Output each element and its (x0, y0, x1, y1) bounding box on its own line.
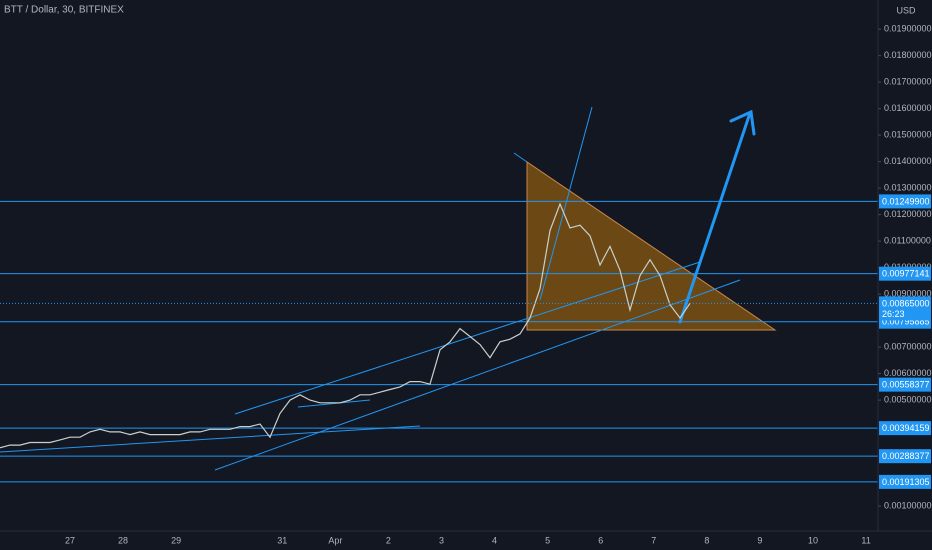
y-tick-label: 0.00900000 (884, 288, 932, 298)
channel-upper (234, 261, 701, 415)
plot: 0.01900000 0.01800000 0.01700000 0.01600000… (0, 24, 932, 545)
level-label-box (879, 266, 931, 281)
x-tick-label: 7 (651, 535, 656, 545)
level-label: 0.00191305 (882, 477, 930, 487)
level-label-box (879, 194, 931, 209)
y-tick-label: 0.01400000 (884, 156, 932, 166)
trend-line (513, 152, 528, 163)
last-price-label: 0.00865000 (882, 298, 930, 308)
x-tick-label: 29 (171, 535, 181, 545)
level-label: 0.00394159 (882, 423, 930, 433)
y-tick-label: 0.01200000 (884, 209, 932, 219)
price-line (0, 202, 691, 449)
x-tick-label: 10 (808, 535, 818, 545)
x-tick-label: 11 (861, 535, 870, 545)
y-tick-label: 0.00700000 (884, 341, 932, 351)
y-tick-label: 0.01700000 (884, 77, 932, 87)
level-label-box (879, 449, 931, 464)
trend-line (297, 399, 371, 408)
chart-title: BTT / Dollar, 30, BITFINEX (4, 5, 124, 16)
y-tick-label: 0.01300000 (884, 183, 932, 193)
y-tick-label: 0.01600000 (884, 103, 932, 113)
x-tick-label: 9 (757, 535, 762, 545)
x-tick-label: 6 (598, 535, 603, 545)
level-label: 0.00795885 (882, 317, 930, 327)
level-label: 0.00977141 (882, 269, 930, 279)
x-tick-label: 8 (704, 535, 709, 545)
x-tick-label: 31 (277, 535, 287, 545)
currency: USD (896, 5, 916, 15)
y-tick-label: 0.01500000 (884, 130, 932, 140)
x-tick-label: 3 (439, 535, 444, 545)
trend-line (0, 425, 421, 453)
level-label: 0.01249900 (882, 196, 930, 206)
y-tick-label: 0.01800000 (884, 50, 932, 60)
x-tick-label: Apr (328, 535, 342, 545)
x-tick-label: 5 (545, 535, 550, 545)
arrow (678, 109, 756, 324)
channel-lower (214, 279, 741, 471)
triangle (526, 161, 777, 331)
y-tick-label: 0.00100000 (884, 500, 932, 510)
y-tick-label: 0.00600000 (884, 368, 932, 378)
last-price-box (879, 296, 931, 321)
trend-line (539, 106, 593, 301)
level-label: 0.00288377 (882, 451, 930, 461)
level-label-box (879, 377, 931, 392)
x-tick-label: 4 (492, 535, 497, 545)
y-tick-label: 0.00500000 (884, 394, 932, 404)
x-tick-label: 28 (118, 535, 128, 545)
x-tick-label: 2 (386, 535, 391, 545)
countdown: 26:23 (882, 309, 905, 319)
y-tick-label: 0.01900000 (884, 24, 932, 34)
x-tick-label: 27 (65, 535, 75, 545)
drawings (0, 106, 777, 471)
level-label: 0.00558377 (882, 380, 930, 390)
level-label-box (879, 421, 931, 436)
level-label-box (879, 474, 931, 489)
y-tick-label: 0.01100000 (884, 235, 931, 245)
